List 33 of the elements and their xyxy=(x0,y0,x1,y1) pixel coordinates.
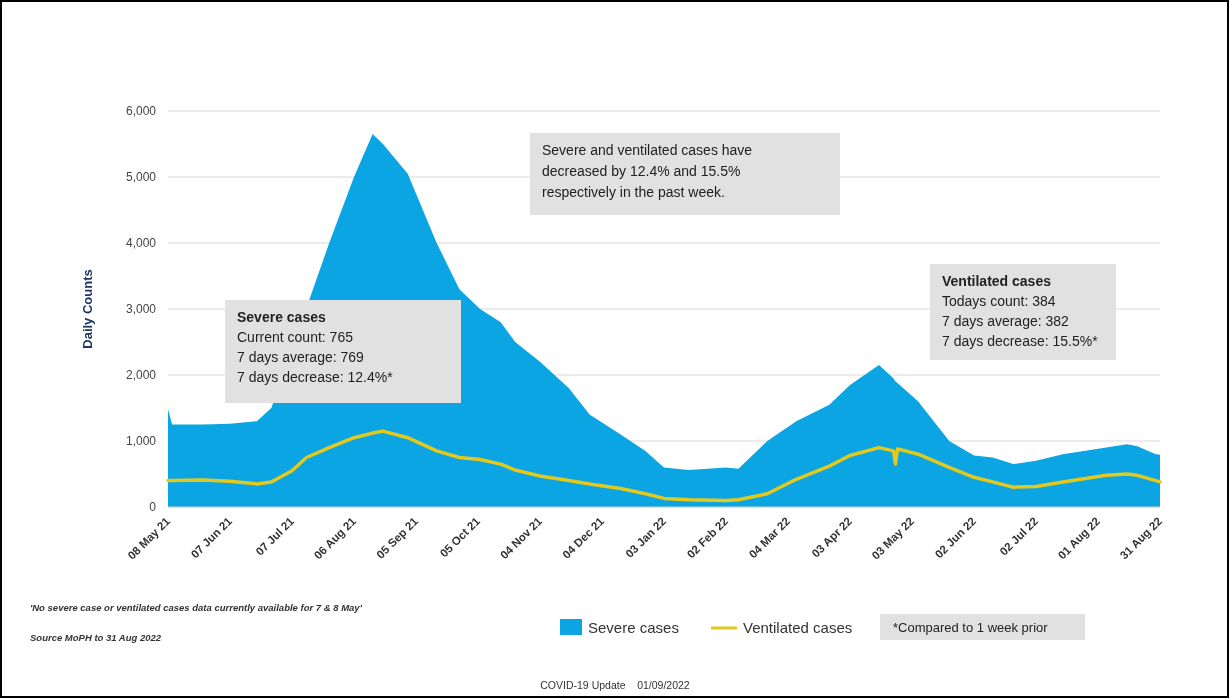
legend-label: Ventilated cases xyxy=(743,619,853,637)
x-tick-label: 05 Sep 21 xyxy=(374,514,421,561)
y-tick-label: 5,000 xyxy=(125,170,157,185)
y-axis-title: Daily Counts xyxy=(80,269,95,349)
text-box: Severe and ventilated cases have decreased by 12.4% and 15.5% respectively in the past week. xyxy=(530,133,840,215)
annotation: Severe and ventilated cases have decreased by 12.4% and 15.5% respectively in the past week. xyxy=(542,142,753,200)
x-tick-label: 04 Mar 22 xyxy=(746,514,793,561)
text-box: Severe cases Current count: 765 7 days average: 769 7 days decrease: 12.4%* xyxy=(225,300,461,403)
annotation: Ventilated cases Todays count: 384 7 days average: 382 7 days decrease: 15.5%* xyxy=(942,273,1099,349)
y-tick-label: 6,000 xyxy=(125,104,157,119)
line-series xyxy=(166,429,1162,503)
legend-label: Severe cases xyxy=(588,619,679,637)
text: COVID-19 Update 01/09/2022 xyxy=(540,679,690,691)
source-note: Source MoPH to 31 Aug 2022 xyxy=(30,632,162,643)
x-tick-label: 07 Jun 21 xyxy=(188,514,235,561)
x-tick-label: 04 Dec 21 xyxy=(560,514,607,561)
annotation: Severe cases Current count: 765 7 days average: 769 7 days decrease: 12.4%* xyxy=(237,309,394,385)
text-box: Ventilated cases Todays count: 384 7 days average: 382 7 days decrease: 15.5%* xyxy=(930,264,1116,360)
x-tick-label: 02 Jun 22 xyxy=(932,514,979,561)
y-tick-label: 4,000 xyxy=(125,236,157,251)
y-tick-label: 2,000 xyxy=(125,368,157,383)
x-tick-label: 04 Nov 21 xyxy=(497,514,545,562)
x-tick-label: 05 Oct 21 xyxy=(437,514,483,560)
x-tick-label: 02 Feb 22 xyxy=(684,514,731,561)
x-tick-label: 03 Apr 22 xyxy=(809,514,855,560)
x-tick-label: 03 Jan 22 xyxy=(623,514,669,560)
y-tick-label: 1,000 xyxy=(125,434,157,449)
text-box: *Compared to 1 week prior xyxy=(880,614,1085,640)
y-tick-label: 3,000 xyxy=(125,302,157,317)
x-tick-label: 07 Jul 21 xyxy=(253,514,297,558)
x-tick-label: 02 Jul 22 xyxy=(997,514,1041,558)
y-tick-label: 0 xyxy=(149,500,157,515)
text: 'No severe case or ventilated cases data currently available for 7 & 8 May' xyxy=(30,602,363,613)
